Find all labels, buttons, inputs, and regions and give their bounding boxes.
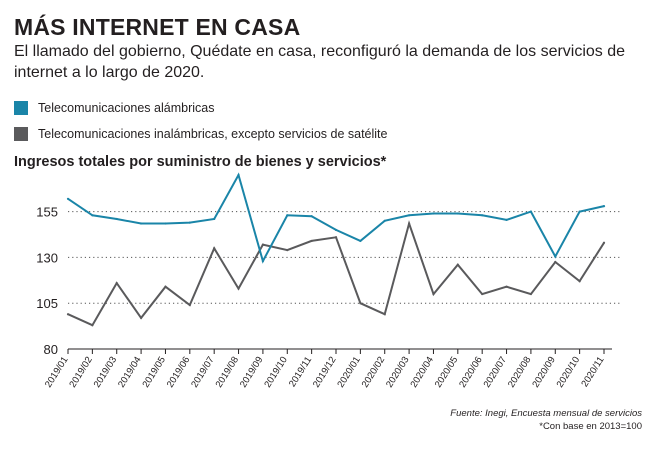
- data-point-inalambricas: [407, 222, 411, 225]
- data-point-inalambricas: [456, 263, 459, 266]
- data-point-alambricas: [505, 218, 508, 221]
- x-tick-label: 2020/11: [579, 355, 606, 389]
- data-point-alambricas: [334, 228, 338, 232]
- data-point-inalambricas: [359, 302, 362, 305]
- data-point-alambricas: [286, 214, 289, 217]
- data-point-alambricas: [261, 259, 265, 263]
- legend-swatch-inalambricas: [14, 127, 28, 141]
- source-note: Fuente: Inegi, Encuesta mensual de servi…: [450, 408, 642, 419]
- x-tick-label: 2019/10: [262, 355, 290, 390]
- x-tick-label: 2019/07: [189, 355, 217, 390]
- y-tick-label: 80: [44, 342, 58, 357]
- data-point-alambricas: [213, 217, 216, 221]
- chart-title: Ingresos totales por suministro de biene…: [14, 154, 387, 170]
- legend-label-alambricas: Telecomunicaciones alámbricas: [38, 101, 215, 115]
- x-tick-label: 2019/06: [165, 355, 193, 390]
- data-point-inalambricas: [602, 241, 606, 244]
- data-point-alambricas: [432, 212, 435, 215]
- x-tick-label: 2020/05: [433, 355, 461, 390]
- data-point-inalambricas: [115, 281, 118, 285]
- data-point-inalambricas: [383, 313, 386, 316]
- data-point-alambricas: [91, 214, 94, 217]
- x-tick-label: 2019/09: [238, 355, 266, 390]
- data-point-inalambricas: [261, 243, 265, 246]
- x-tick-label: 2019/05: [140, 355, 168, 390]
- legend-item-alambricas: Telecomunicaciones alámbricas: [14, 100, 387, 116]
- x-tick-label: 2019/12: [311, 355, 339, 390]
- x-tick-label: 2020/06: [457, 355, 485, 390]
- data-point-alambricas: [66, 197, 70, 200]
- x-tick-label: 2019/03: [92, 355, 120, 390]
- data-point-alambricas: [481, 214, 484, 217]
- y-tick-label: 105: [36, 296, 58, 311]
- legend-item-inalambricas: Telecomunicaciones inalámbricas, excepto…: [14, 126, 387, 142]
- data-point-inalambricas: [213, 247, 216, 250]
- data-point-alambricas: [359, 239, 362, 243]
- data-point-alambricas: [529, 210, 533, 213]
- series-line-alambricas: [67, 172, 605, 264]
- series-line-inalambricas: [67, 220, 605, 327]
- page-title: MÁS INTERNET EN CASA: [14, 14, 301, 40]
- data-point-inalambricas: [529, 292, 533, 296]
- data-point-alambricas: [578, 210, 581, 213]
- x-tick-label: 2020/08: [506, 355, 534, 390]
- data-point-inalambricas: [554, 260, 557, 264]
- data-point-alambricas: [456, 212, 459, 215]
- x-tick-label: 2019/02: [67, 355, 95, 390]
- x-tick-label: 2020/02: [360, 355, 388, 390]
- data-point-alambricas: [310, 215, 313, 218]
- data-point-alambricas: [188, 221, 191, 224]
- data-point-inalambricas: [139, 316, 143, 319]
- data-point-alambricas: [115, 217, 118, 221]
- x-tick-label: 2019/01: [43, 355, 71, 390]
- data-point-inalambricas: [164, 285, 167, 288]
- data-point-inalambricas: [432, 292, 435, 296]
- data-point-alambricas: [554, 255, 557, 258]
- y-tick-label: 130: [36, 250, 58, 265]
- legend-label-inalambricas: Telecomunicaciones inalámbricas, excepto…: [38, 127, 388, 141]
- data-point-inalambricas: [286, 248, 289, 252]
- x-tick-label: 2020/10: [555, 355, 583, 390]
- page-subtitle: El llamado del gobierno, Quédate en casa…: [14, 43, 626, 81]
- x-tick-label: 2019/04: [116, 355, 144, 390]
- data-point-inalambricas: [334, 236, 338, 239]
- data-point-inalambricas: [188, 303, 191, 307]
- x-tick-label: 2020/03: [384, 355, 412, 390]
- x-tick-label: 2020/01: [335, 355, 363, 390]
- data-point-inalambricas: [505, 285, 508, 288]
- legend-swatch-alambricas: [14, 101, 28, 115]
- x-tick-label: 2020/04: [408, 355, 436, 390]
- x-tick-label: 2019/08: [214, 355, 242, 390]
- base-note: *Con base en 2013=100: [539, 421, 642, 432]
- x-tick-label: 2020/09: [530, 355, 558, 390]
- data-point-alambricas: [602, 205, 606, 208]
- data-point-inalambricas: [310, 239, 313, 243]
- data-point-inalambricas: [578, 280, 581, 283]
- data-point-inalambricas: [66, 313, 70, 316]
- data-point-alambricas: [383, 219, 386, 222]
- legend: Telecomunicaciones alámbricas Telecomuni…: [14, 100, 387, 152]
- data-point-alambricas: [164, 222, 167, 225]
- data-point-alambricas: [139, 222, 143, 225]
- x-tick-label: 2020/07: [482, 355, 510, 390]
- data-point-alambricas: [407, 214, 411, 217]
- data-point-alambricas: [237, 173, 240, 177]
- data-point-inalambricas: [237, 287, 240, 290]
- data-point-inalambricas: [481, 292, 484, 296]
- y-tick-label: 155: [36, 205, 58, 220]
- data-point-inalambricas: [91, 324, 94, 327]
